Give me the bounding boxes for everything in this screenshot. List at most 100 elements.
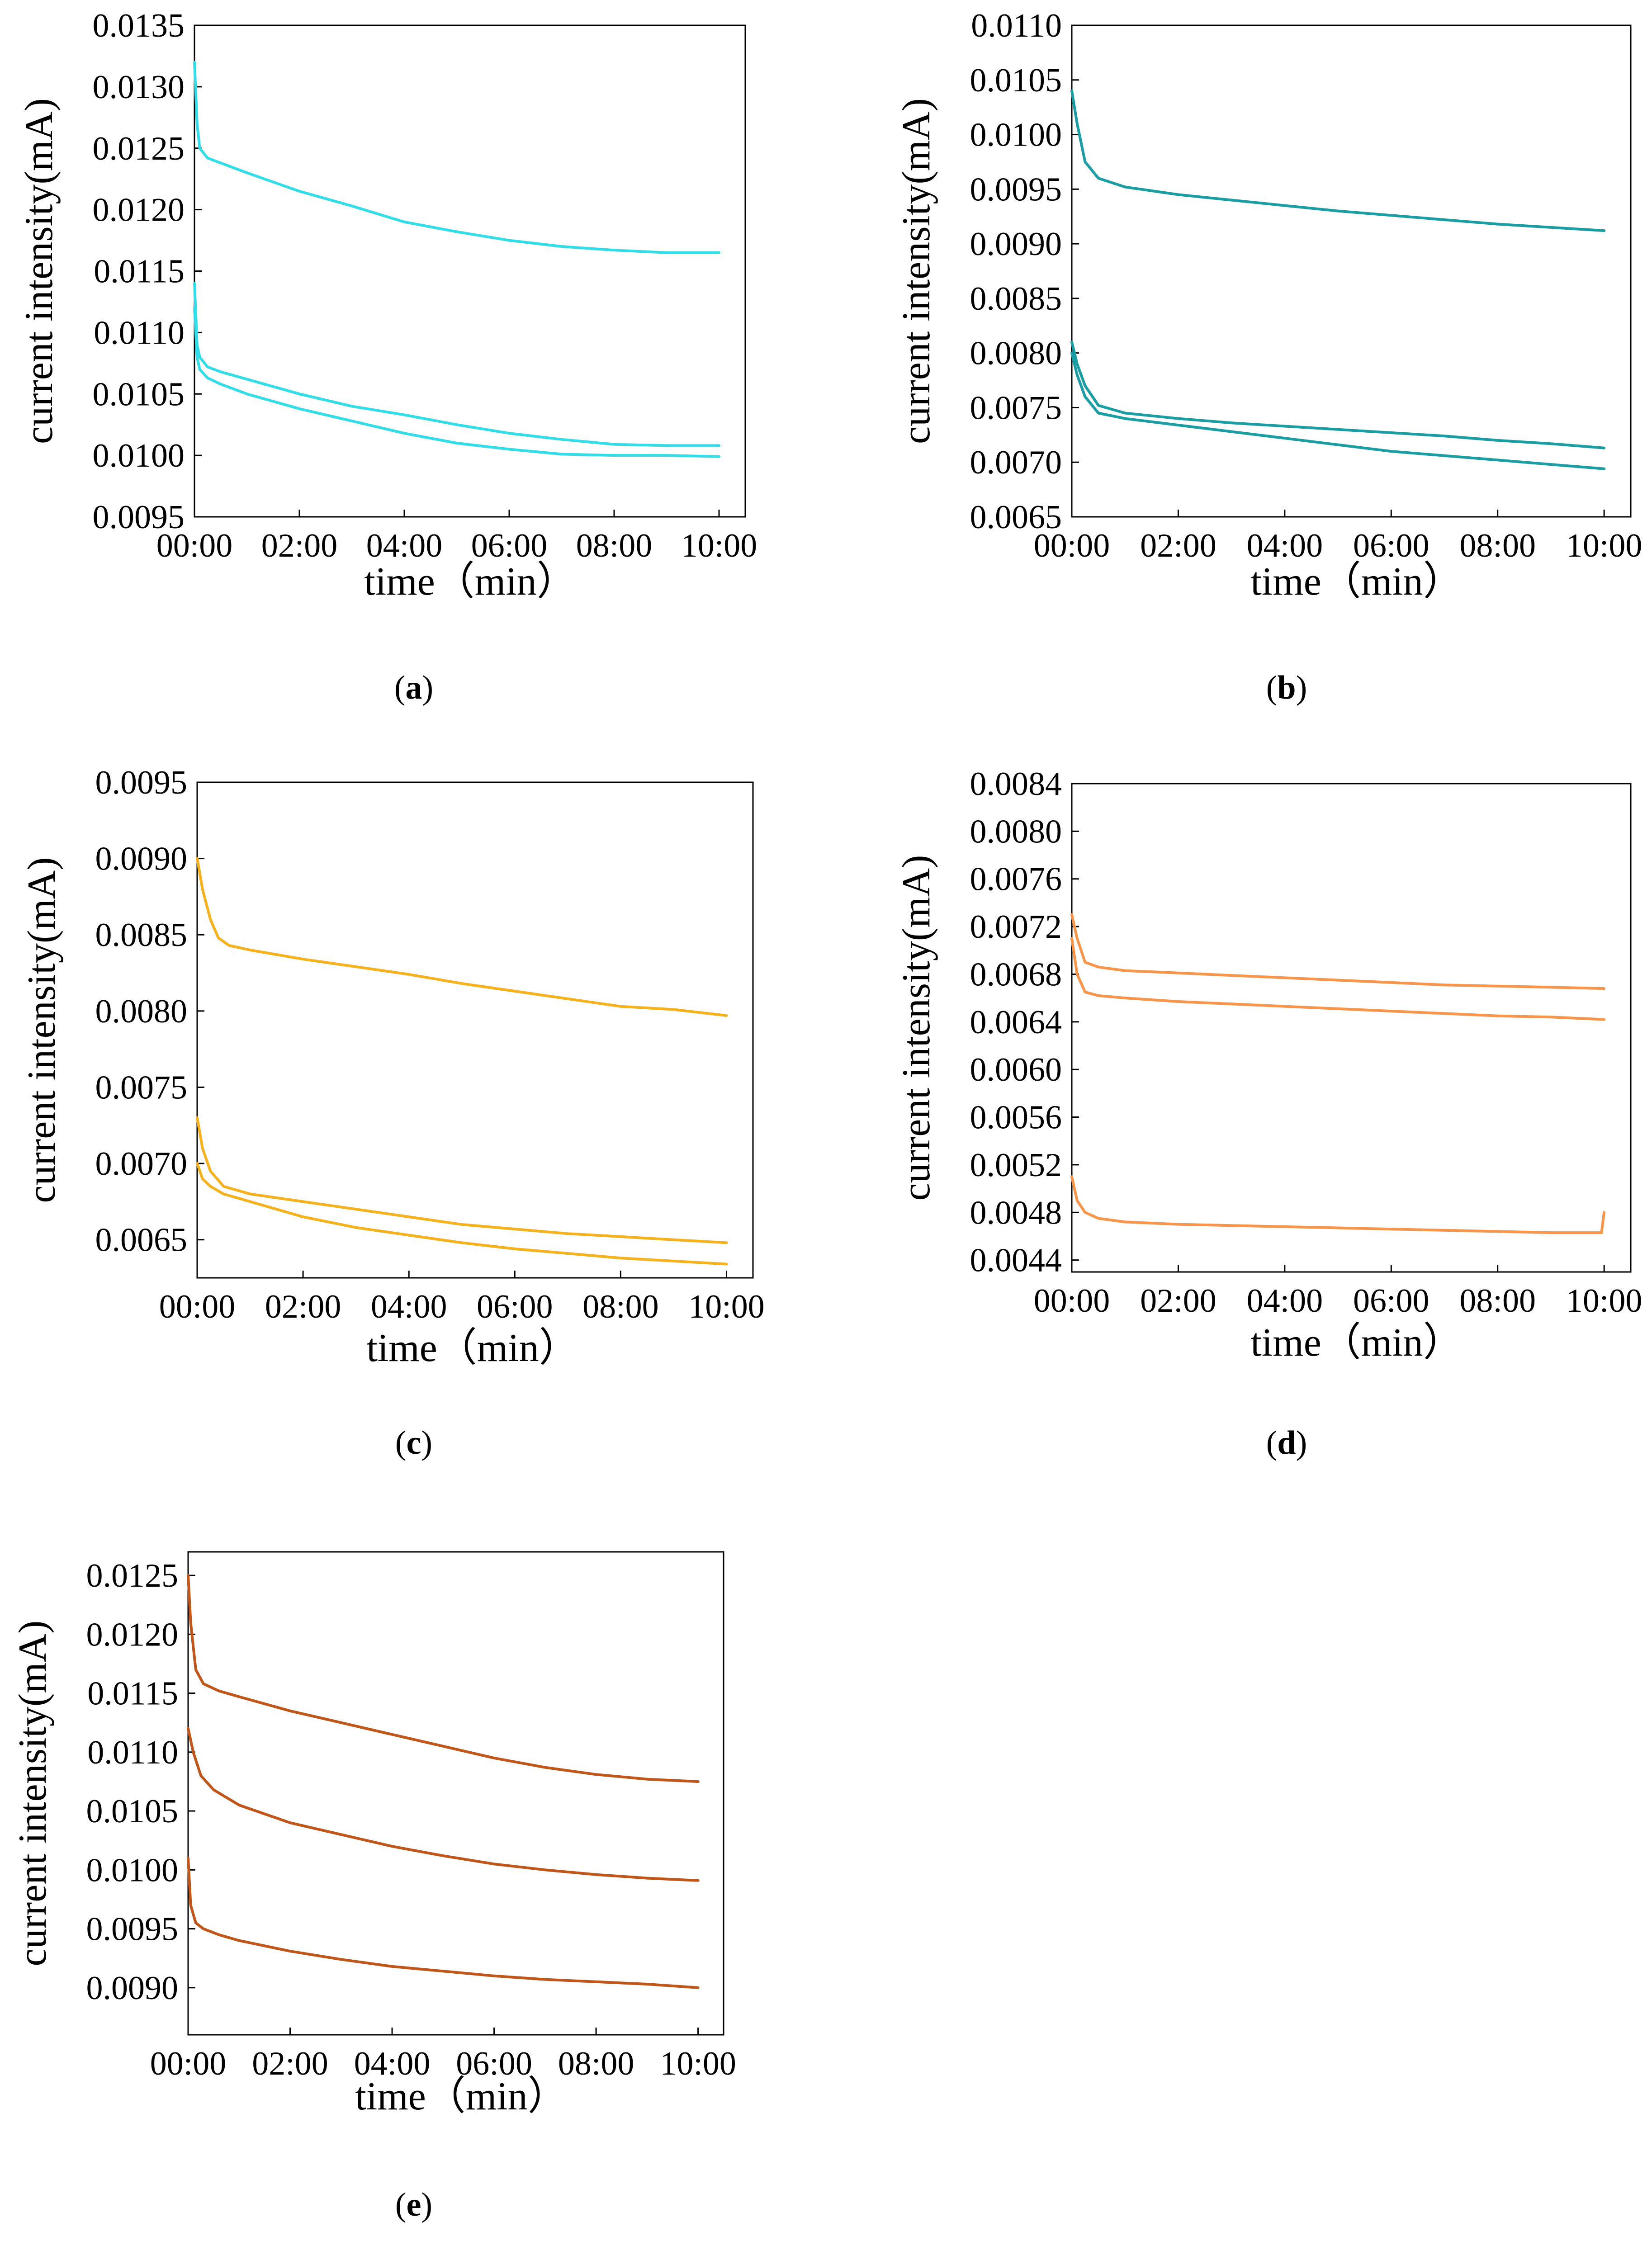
x-axis-title: time（min） bbox=[1250, 560, 1463, 604]
panel-c: 0.0065 0.0070 0.0075 0.0080 0.0085 0.0090 0.00… bbox=[20, 764, 765, 1461]
y-tick-label: 0.0135 bbox=[93, 7, 185, 44]
y-tick-label: 0.0065 bbox=[95, 1222, 188, 1259]
y-tick-label: 0.0044 bbox=[970, 1242, 1062, 1279]
y-tick-label: 0.0090 bbox=[86, 1970, 179, 2007]
panel-caption: (b) bbox=[1266, 669, 1307, 706]
y-tick-label: 0.0064 bbox=[970, 1004, 1062, 1041]
y-tick-label: 0.0125 bbox=[93, 130, 185, 167]
series-line-1 bbox=[187, 1574, 700, 1783]
series-line-3 bbox=[187, 1857, 700, 1989]
plot-frame bbox=[1071, 783, 1632, 1273]
y-axis-title: current intensity(mA) bbox=[20, 857, 64, 1203]
plot-frame bbox=[196, 781, 754, 1279]
x-tick-label: 00:00 bbox=[159, 1288, 236, 1325]
x-tick-label: 02:00 bbox=[1140, 527, 1217, 564]
series-line-2 bbox=[187, 1727, 700, 1882]
x-tick-label: 10:00 bbox=[660, 2045, 736, 2082]
y-tick-label: 0.0110 bbox=[971, 7, 1062, 44]
y-tick-label: 0.0115 bbox=[94, 253, 185, 290]
panel-b: 0.0065 0.0070 0.0075 0.0080 0.0085 0.0090 0.00… bbox=[895, 7, 1642, 706]
x-tick-label: 08:00 bbox=[1459, 1282, 1536, 1319]
y-axis-title: current intensity(mA) bbox=[11, 1621, 55, 1967]
y-tick-label: 0.0090 bbox=[95, 841, 188, 878]
x-tick-label: 04:00 bbox=[1247, 1282, 1323, 1319]
y-tick-label: 0.0065 bbox=[970, 499, 1062, 536]
y-tick-label: 0.0095 bbox=[86, 1911, 179, 1948]
panel-e: 0.0090 0.0095 0.0100 0.0105 0.0110 0.0115 0.01… bbox=[11, 1551, 736, 2223]
y-tick-label: 0.0060 bbox=[970, 1051, 1062, 1088]
x-tick-label: 04:00 bbox=[371, 1288, 447, 1325]
y-tick-label: 0.0110 bbox=[94, 314, 185, 351]
x-tick-label: 06:00 bbox=[456, 2045, 532, 2082]
y-tick-label: 0.0095 bbox=[970, 171, 1062, 208]
y-tick-label: 0.0120 bbox=[86, 1616, 179, 1653]
x-tick-label: 06:00 bbox=[1353, 527, 1430, 564]
series-line-1 bbox=[1070, 913, 1606, 990]
y-tick-label: 0.0085 bbox=[95, 917, 188, 954]
x-axis-title: time（min） bbox=[364, 560, 576, 604]
series-line-3 bbox=[1070, 1175, 1606, 1234]
y-tick-label: 0.0105 bbox=[86, 1793, 179, 1830]
x-tick-label: 08:00 bbox=[576, 527, 653, 564]
y-tick-label: 0.0084 bbox=[970, 766, 1062, 803]
y-tick-label: 0.0075 bbox=[95, 1069, 188, 1106]
x-tick-label: 06:00 bbox=[1353, 1282, 1430, 1319]
panel-caption: (e) bbox=[395, 2186, 432, 2223]
x-tick-label: 08:00 bbox=[558, 2045, 634, 2082]
x-tick-label: 08:00 bbox=[1459, 527, 1536, 564]
y-tick-label: 0.0100 bbox=[86, 1852, 179, 1889]
y-tick-label: 0.0105 bbox=[93, 376, 185, 413]
y-tick-label: 0.0110 bbox=[87, 1734, 178, 1771]
y-tick-label: 0.0115 bbox=[87, 1675, 178, 1712]
y-tick-label: 0.0052 bbox=[970, 1147, 1062, 1184]
y-tick-label: 0.0120 bbox=[93, 192, 185, 229]
panel-caption: (c) bbox=[395, 1424, 432, 1461]
plot-frame bbox=[194, 24, 746, 518]
y-tick-label: 0.0056 bbox=[970, 1099, 1062, 1136]
plot-frame bbox=[187, 1551, 724, 2036]
y-tick-label: 0.0072 bbox=[970, 908, 1062, 945]
series-line-2 bbox=[196, 1116, 728, 1244]
x-tick-label: 10:00 bbox=[1566, 1282, 1643, 1319]
x-tick-label: 02:00 bbox=[265, 1288, 341, 1325]
x-axis-title: time（min） bbox=[355, 2075, 567, 2118]
y-tick-label: 0.0080 bbox=[970, 813, 1062, 850]
y-tick-label: 0.0080 bbox=[95, 993, 188, 1030]
x-tick-label: 02:00 bbox=[1140, 1282, 1217, 1319]
y-tick-label: 0.0130 bbox=[93, 69, 185, 106]
x-tick-label: 02:00 bbox=[261, 527, 338, 564]
x-axis-title: time（min） bbox=[366, 1326, 578, 1370]
y-tick-label: 0.0080 bbox=[970, 335, 1062, 372]
series-line-2 bbox=[1070, 937, 1606, 1021]
x-tick-label: 10:00 bbox=[1566, 527, 1643, 564]
y-tick-label: 0.0100 bbox=[93, 437, 185, 474]
y-tick-label: 0.0048 bbox=[970, 1194, 1062, 1231]
y-tick-label: 0.0125 bbox=[86, 1557, 179, 1594]
x-tick-label: 10:00 bbox=[681, 527, 757, 564]
y-tick-label: 0.0070 bbox=[970, 444, 1062, 481]
x-tick-label: 00:00 bbox=[1034, 1282, 1110, 1319]
y-tick-label: 0.0068 bbox=[970, 956, 1062, 993]
y-tick-label: 0.0090 bbox=[970, 226, 1062, 263]
x-tick-label: 04:00 bbox=[1247, 527, 1323, 564]
series-line-1 bbox=[1070, 89, 1606, 232]
y-tick-label: 0.0095 bbox=[95, 764, 188, 801]
panel-caption: (d) bbox=[1266, 1424, 1307, 1461]
y-tick-label: 0.0085 bbox=[970, 280, 1062, 317]
series-line-1 bbox=[196, 857, 728, 1017]
y-axis-title: current intensity(mA) bbox=[17, 98, 61, 444]
series-line-3 bbox=[193, 307, 720, 458]
x-tick-label: 00:00 bbox=[1034, 527, 1110, 564]
panel-a: 0.0095 0.0100 0.0105 0.0110 0.0115 0.0120 0.01… bbox=[17, 7, 757, 706]
series-line-3 bbox=[196, 1162, 728, 1266]
series-line-2 bbox=[193, 282, 720, 447]
x-tick-label: 00:00 bbox=[156, 527, 233, 564]
x-tick-label: 02:00 bbox=[252, 2045, 328, 2082]
x-axis-title: time（min） bbox=[1250, 1321, 1463, 1365]
panel-d: 0.0044 0.0048 0.0052 0.0056 0.0060 0.0064 0.00… bbox=[895, 766, 1642, 1461]
y-tick-label: 0.0070 bbox=[95, 1145, 188, 1182]
panel-caption: (a) bbox=[394, 669, 433, 706]
plot-frame bbox=[1071, 24, 1632, 518]
y-tick-label: 0.0095 bbox=[93, 499, 185, 536]
